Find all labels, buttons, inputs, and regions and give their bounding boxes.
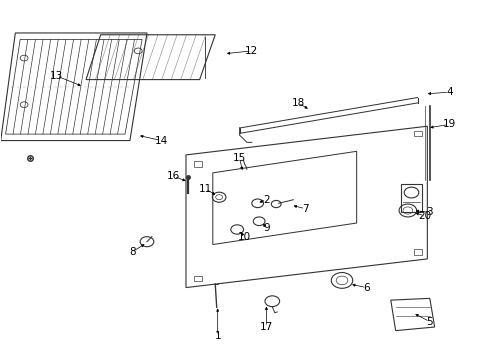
Text: 17: 17 — [259, 322, 272, 332]
Text: 10: 10 — [238, 232, 250, 242]
Text: 9: 9 — [263, 224, 269, 233]
Text: 12: 12 — [244, 46, 258, 56]
Text: 19: 19 — [442, 120, 455, 129]
Text: 4: 4 — [445, 87, 452, 97]
Text: 3: 3 — [426, 207, 432, 217]
Bar — [400, 184, 422, 212]
Text: 8: 8 — [129, 247, 135, 257]
Text: 14: 14 — [155, 136, 168, 145]
Text: 15: 15 — [232, 153, 246, 163]
Text: 18: 18 — [291, 98, 304, 108]
Text: 2: 2 — [263, 195, 269, 205]
Text: 5: 5 — [426, 317, 432, 327]
Text: 1: 1 — [214, 331, 221, 341]
Bar — [413, 249, 421, 255]
Text: 13: 13 — [50, 71, 63, 81]
Bar — [413, 131, 421, 136]
Text: 16: 16 — [167, 171, 180, 181]
Bar — [194, 161, 202, 167]
Text: 11: 11 — [199, 184, 212, 194]
Text: 7: 7 — [302, 204, 308, 214]
Bar — [194, 276, 202, 282]
Text: 20: 20 — [418, 211, 430, 221]
Text: 6: 6 — [363, 283, 369, 293]
